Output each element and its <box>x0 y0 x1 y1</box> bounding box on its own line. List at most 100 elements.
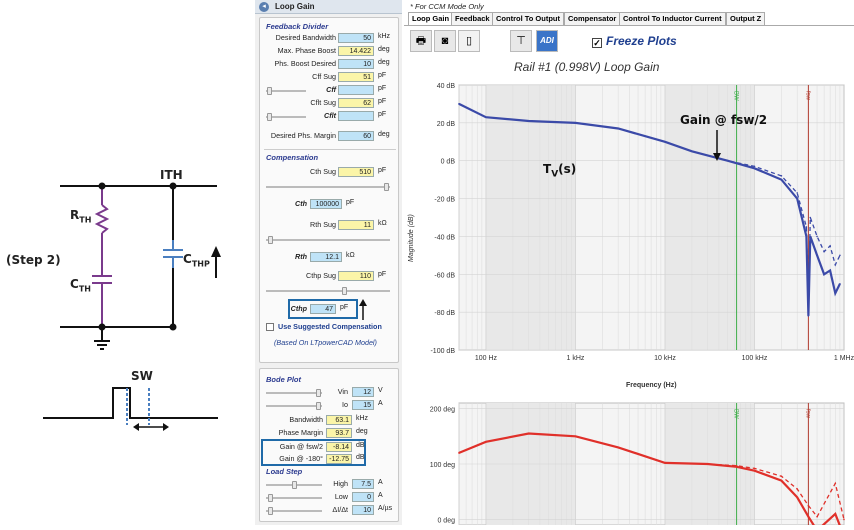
rth-slider[interactable] <box>266 236 390 244</box>
data-point <box>691 150 693 153</box>
cth-slider[interactable] <box>266 183 390 191</box>
row-max-phase-boost: Max. Phase Boost 14.422 deg <box>260 46 400 57</box>
unit: dB <box>356 442 365 449</box>
label: Io <box>342 400 348 409</box>
cff-field[interactable] <box>338 85 374 95</box>
based-on-note: (Based On LTpowerCAD Model) <box>274 338 377 347</box>
cflt-sug-value: 62 <box>338 98 374 108</box>
row-cth-sug: Cth Sug 510 pF <box>260 167 400 178</box>
bode-loadstep-box: Bode Plot Vin 12 V Io 15 A Bandwidth 63.… <box>259 368 399 522</box>
unit: pF <box>378 271 387 278</box>
compensation-schematic: ITH RTH CTH CTHP (Step 2) SW <box>0 0 255 525</box>
slew-slider[interactable] <box>266 507 322 515</box>
label: ΔI/Δt <box>332 505 348 514</box>
cff-slider[interactable] <box>266 87 306 95</box>
row-cff: Cff pF <box>260 85 400 96</box>
collapse-arrow-icon[interactable]: ◂ <box>259 2 269 12</box>
unit: kΩ <box>346 252 355 259</box>
label: Cff <box>326 85 336 94</box>
use-suggested-checkbox[interactable] <box>266 323 274 331</box>
cth-sug-value: 510 <box>338 167 374 177</box>
desired-bandwidth-field[interactable]: 50 <box>338 33 374 43</box>
use-suggested-label: Use Suggested Compensation <box>278 322 382 331</box>
cursor-icon[interactable]: ⊤ <box>510 30 532 52</box>
io-field[interactable]: 15 <box>352 400 374 410</box>
marker-label: fsw <box>804 91 810 101</box>
sw-label: SW <box>131 369 153 383</box>
y-tick-label: 200 deg <box>430 407 455 414</box>
tab-control-to-inductor-current[interactable]: Control To Inductor Current <box>619 12 726 26</box>
label: Desired Phs. Margin <box>270 131 336 140</box>
print-icon[interactable]: 🖶 <box>410 30 432 52</box>
cflt-field[interactable] <box>338 111 374 121</box>
rth-field[interactable]: 12.1 <box>310 252 342 262</box>
adi-button[interactable]: ADI <box>536 30 558 52</box>
unit: deg <box>378 131 390 138</box>
tab-compensator[interactable]: Compensator <box>564 12 621 26</box>
rth-label: RTH <box>70 208 92 225</box>
row-cflt-sug: Cflt Sug 62 pF <box>260 98 400 109</box>
row-phase-boost-desired: Phs. Boost Desired 10 deg <box>260 59 400 70</box>
desired-phase-margin-field[interactable]: 60 <box>338 131 374 141</box>
label: Cflt <box>324 111 336 120</box>
clipboard-icon[interactable]: ▯ <box>458 30 480 52</box>
tab-control-to-output[interactable]: Control To Output <box>492 12 565 26</box>
row-cthp-sug: Cthp Sug 110 pF <box>260 271 400 282</box>
data-point <box>823 273 825 276</box>
data-point <box>485 441 487 443</box>
high-slider[interactable] <box>266 481 322 489</box>
x-axis-label: Frequency (Hz) <box>626 382 677 389</box>
data-point <box>664 140 666 143</box>
data-point <box>753 165 756 168</box>
vin-field[interactable]: 12 <box>352 387 374 397</box>
series-dashed <box>458 432 845 520</box>
data-point <box>843 518 845 521</box>
compensation-heading: Compensation <box>266 153 319 162</box>
freeze-checkbox[interactable]: ✓ <box>592 38 602 48</box>
unit: A <box>378 400 383 407</box>
slew-field[interactable]: 10 <box>352 505 374 515</box>
unit: kHz <box>378 33 391 40</box>
row-rth: Rth 12.1 kΩ <box>260 252 400 263</box>
tab-output-z[interactable]: Output Z <box>726 12 766 26</box>
data-point <box>807 504 810 507</box>
y-tick-label: -80 dB <box>434 310 455 317</box>
row-phase-margin: Phase Margin 93.7 deg <box>260 428 400 439</box>
cflt-slider[interactable] <box>266 113 306 121</box>
cthp-slider[interactable] <box>266 287 390 295</box>
data-point <box>527 120 530 122</box>
data-point <box>816 254 818 257</box>
unit: pF <box>346 199 355 206</box>
data-point <box>753 467 756 470</box>
row-cff-sug: Cff Sug 51 pF <box>260 72 400 83</box>
label: Bandwidth <box>289 415 323 424</box>
data-point <box>796 488 798 490</box>
camera-icon[interactable]: ◙ <box>434 30 456 52</box>
unit: pF <box>378 85 387 92</box>
cth-field[interactable]: 100000 <box>310 199 342 209</box>
label: Cthp Sug <box>306 271 336 280</box>
label: Cflt Sug <box>310 98 336 107</box>
tab-feedback[interactable]: Feedback <box>451 12 494 26</box>
tab-divider <box>404 25 854 26</box>
marker-label: fsw <box>804 409 810 419</box>
cthp-field[interactable]: 47 <box>310 304 336 314</box>
x-tick-label: 10 kHz <box>654 355 676 362</box>
io-slider[interactable] <box>266 402 322 410</box>
data-point <box>829 245 831 247</box>
plot-area: * For CCM Mode Only Loop Gain Feedback C… <box>404 0 854 525</box>
low-slider[interactable] <box>266 494 322 502</box>
row-cflt: Cflt pF <box>260 111 400 122</box>
vin-slider[interactable] <box>266 389 322 397</box>
y-tick-label: -100 dB <box>430 348 455 355</box>
high-field[interactable]: 7.5 <box>352 479 374 489</box>
label: Phs. Boost Desired <box>274 59 336 68</box>
feedback-divider-heading: Feedback Divider <box>266 22 329 31</box>
low-field[interactable]: 0 <box>352 492 374 502</box>
tab-loop-gain[interactable]: Loop Gain <box>408 12 454 26</box>
unit: kHz <box>356 415 369 422</box>
data-point <box>458 103 460 105</box>
data-point <box>816 235 818 238</box>
phase-boost-field[interactable]: 10 <box>338 59 374 69</box>
row-vin: Vin 12 V <box>260 387 400 398</box>
